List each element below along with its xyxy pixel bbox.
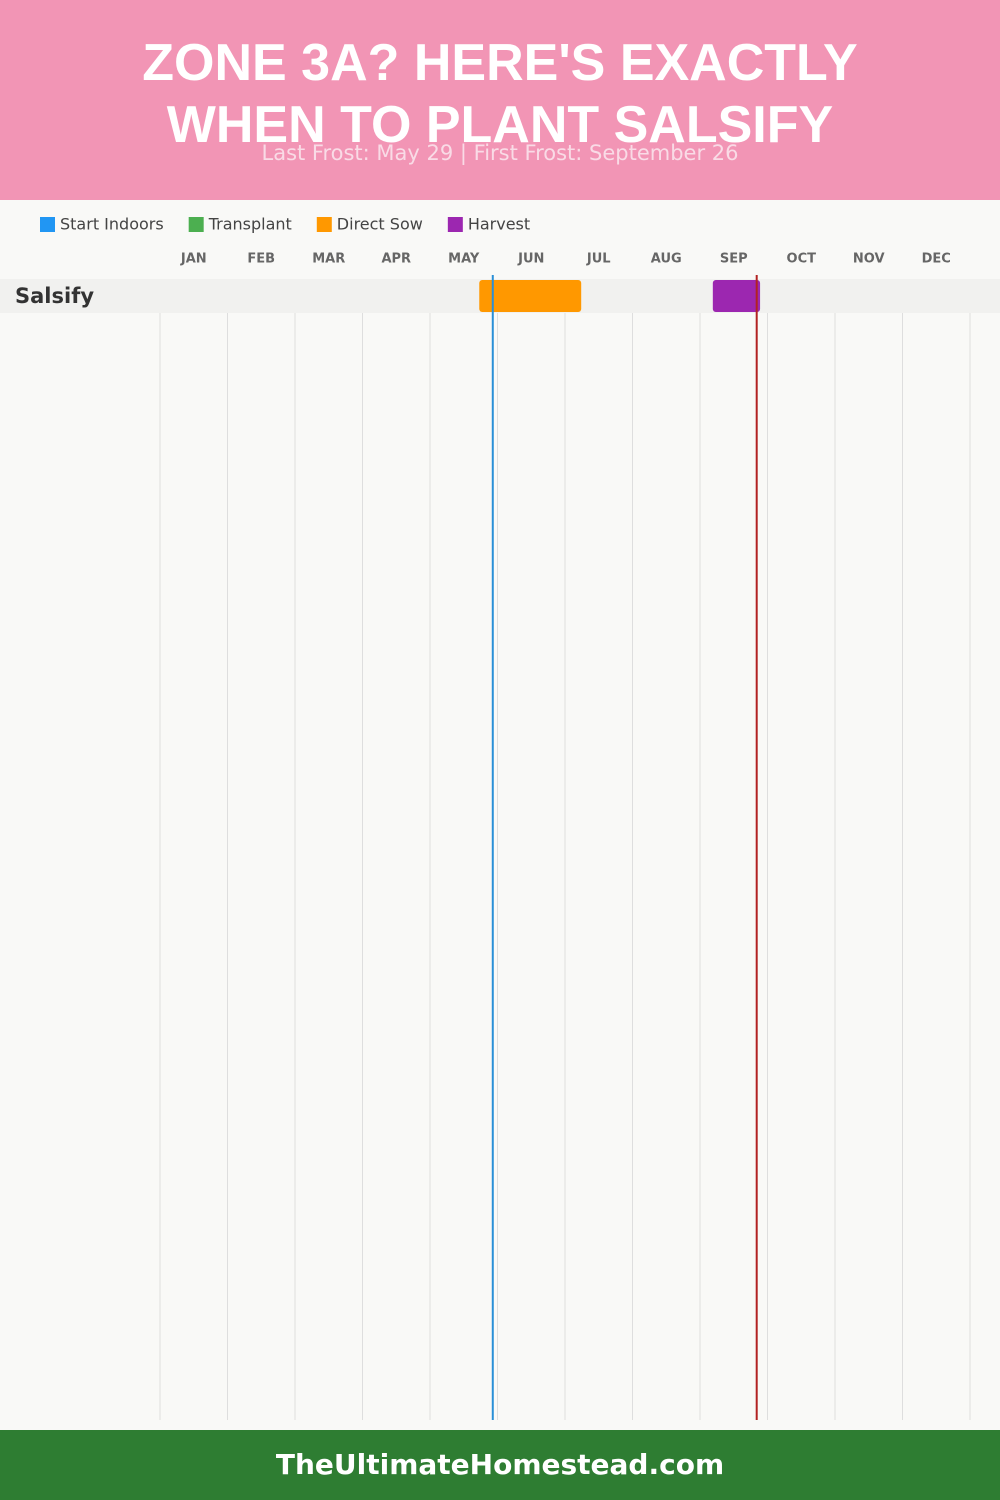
legend-swatch [447, 217, 463, 232]
legend-label: Transplant [208, 215, 292, 234]
x-tick-label: SEP [720, 252, 748, 267]
legend-swatch [316, 217, 332, 232]
legend-label: Start Indoors [60, 215, 164, 234]
legend-label: Harvest [468, 215, 530, 234]
x-tick-label: JUL [586, 252, 611, 267]
x-tick-label: FEB [247, 252, 275, 267]
bar [479, 280, 582, 312]
x-tick-label: MAR [312, 252, 345, 267]
legend-swatch [188, 217, 204, 232]
header: ZONE 3A? HERE'S EXACTLY WHEN TO PLANT SA… [0, 0, 1000, 200]
x-tick-label: JUN [517, 252, 544, 267]
x-tick-label: APR [381, 252, 411, 267]
chart-title: ZONE 3A? HERE'S EXACTLY WHEN TO PLANT SA… [142, 34, 858, 154]
bar [712, 280, 761, 312]
x-tick-label: MAY [448, 252, 480, 267]
footer: TheUltimateHomestead.com [0, 1430, 1000, 1500]
legend-swatch [40, 217, 55, 232]
x-tick-label: OCT [787, 252, 817, 267]
row-label: Salsify [15, 284, 94, 308]
chart: Start Indoors Transplant Direct Sow Harvest… [0, 215, 1000, 1420]
x-tick-label: NOV [853, 252, 885, 267]
legend-label: Direct Sow [337, 215, 423, 234]
x-tick-label: DEC [922, 252, 951, 267]
chart-subtitle: Last Frost: May 29 | First Frost: Septem… [261, 141, 739, 165]
x-tick-label: AUG [651, 252, 682, 267]
x-tick-label: JAN [180, 252, 207, 267]
